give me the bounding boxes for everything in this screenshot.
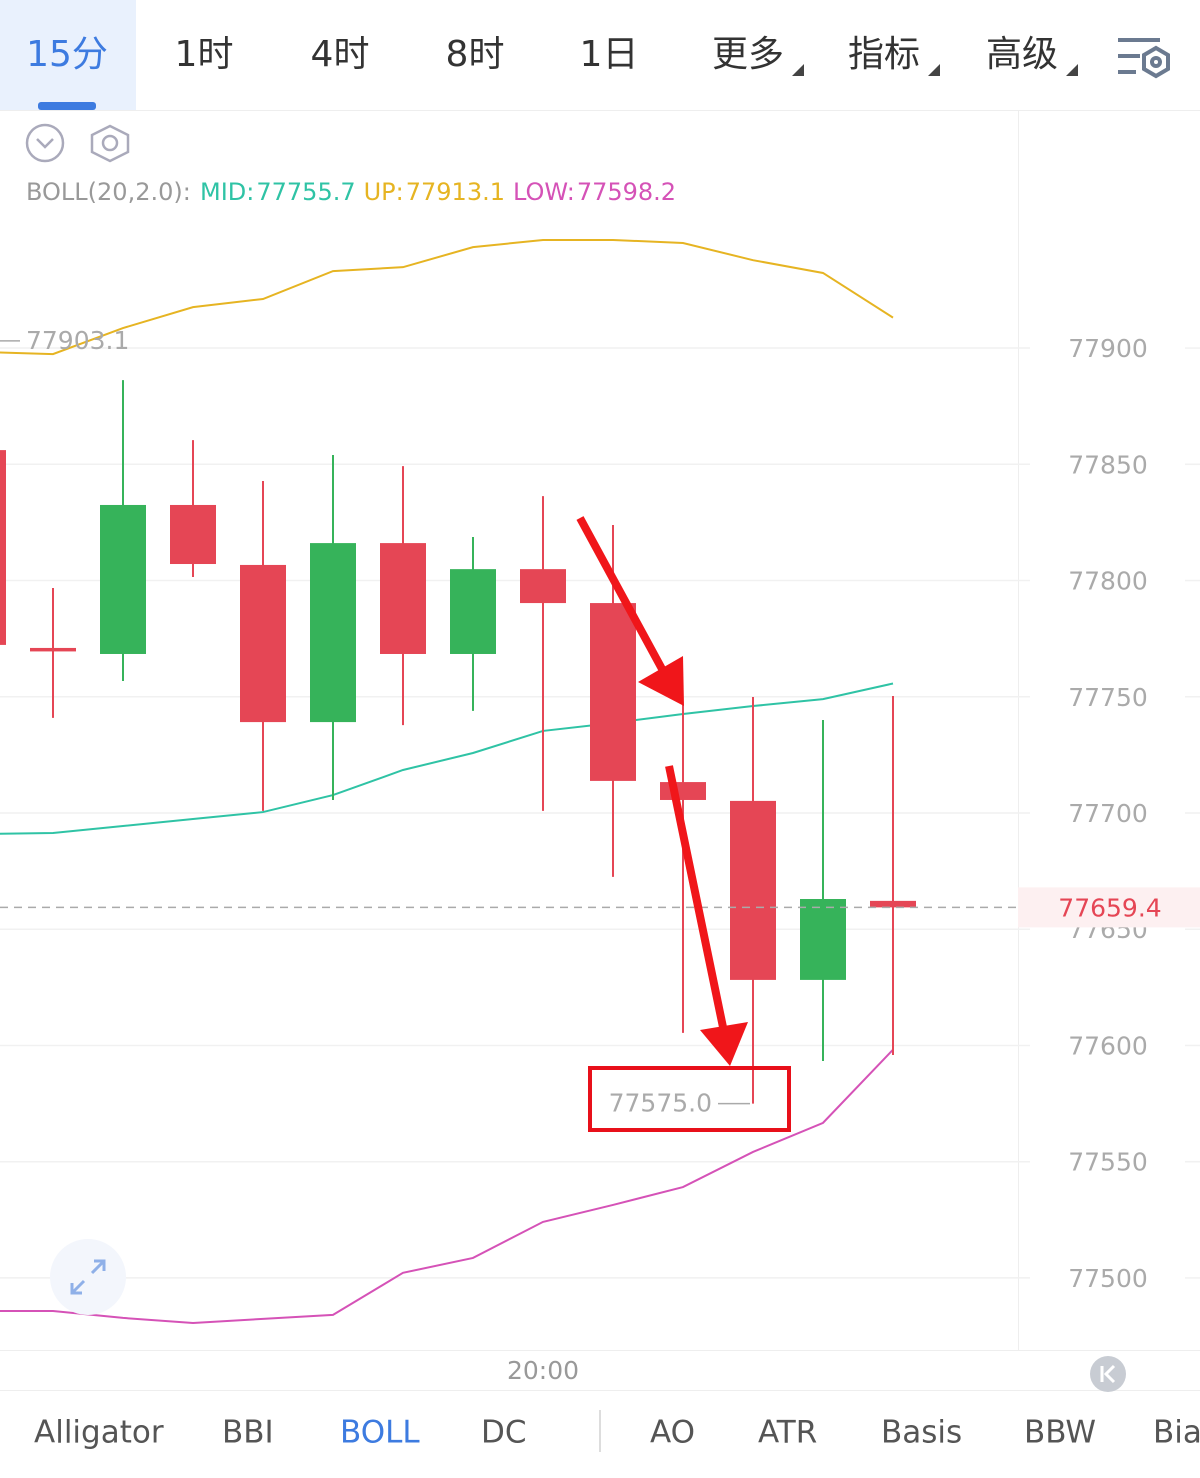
dropdown-marker [792, 64, 804, 76]
active-tab-bg [0, 0, 136, 110]
y-tick-label: 77500 [1068, 1264, 1148, 1293]
price-label: 77659.4 [1058, 893, 1161, 922]
band-line [0, 1048, 894, 1325]
dropdown-marker [928, 64, 940, 76]
tab[interactable]: 指标 [848, 34, 920, 75]
y-tick-label: 77800 [1068, 567, 1148, 596]
legend-value: 77913.1 [406, 178, 505, 206]
legend-value: 77598.2 [577, 178, 676, 206]
tab[interactable]: 15分 [26, 34, 108, 75]
indicator-tab[interactable]: BBI [222, 1415, 274, 1451]
y-tick-label: 77750 [1068, 683, 1148, 712]
indicator-label: BOLL(20,2.0): [26, 178, 191, 206]
candle-body [380, 543, 426, 654]
candle-body [800, 899, 846, 980]
indicator-tab[interactable]: BBW [1024, 1415, 1096, 1451]
indicator-tab[interactable]: Basis [881, 1415, 962, 1451]
indicator-tab[interactable]: AO [650, 1415, 695, 1451]
y-tick-label: 77700 [1068, 799, 1148, 828]
expand-button[interactable] [50, 1239, 126, 1315]
tab[interactable]: 8时 [446, 34, 505, 75]
indicator-tab[interactable]: DC [481, 1415, 527, 1451]
collapse-icon[interactable] [25, 123, 65, 163]
tab[interactable]: 4时 [311, 34, 370, 75]
x-tick-label: 20:00 [507, 1356, 579, 1385]
candle-body [100, 504, 146, 654]
legend-value: 77755.7 [256, 178, 355, 206]
tab[interactable]: 高级 [986, 34, 1058, 75]
legend-name: UP: [364, 178, 404, 206]
candle-body [310, 543, 356, 723]
dropdown-marker [1066, 64, 1078, 76]
annotation: 77575.0 [609, 1089, 712, 1118]
tab[interactable]: 更多 [712, 34, 784, 75]
y-tick-label: 77600 [1068, 1031, 1148, 1060]
legend: MID: 77755.7 UP: 77913.1 LOW: 77598.2 [200, 178, 676, 206]
candle-body [450, 569, 496, 654]
candle-body [590, 603, 636, 781]
indicator-tab[interactable]: Bias [1153, 1415, 1200, 1451]
y-tick-label: 77850 [1068, 450, 1148, 479]
scroll-to-latest[interactable] [1090, 1356, 1126, 1392]
legend-name: MID: [200, 178, 254, 206]
highlight-box [588, 1066, 791, 1132]
y-tick-label: 77550 [1068, 1148, 1148, 1177]
candle-body [520, 569, 566, 604]
indicator-tab[interactable]: Alligator [34, 1415, 164, 1451]
y-tick-label: 77900 [1068, 334, 1148, 363]
active-tab-indicator [38, 102, 96, 110]
candle-body [660, 782, 706, 800]
price-tag [1018, 887, 1200, 928]
candle-body [0, 450, 6, 645]
indicator-tab[interactable]: ATR [758, 1415, 817, 1451]
tab[interactable]: 1时 [175, 34, 234, 75]
candle-body [30, 647, 76, 652]
plot: 7750077550776007765077700777507780077850… [0, 238, 1200, 1385]
arrow [576, 516, 748, 1066]
chart-settings-icon[interactable] [90, 124, 130, 163]
candle-body [240, 564, 286, 723]
band-line [0, 682, 894, 835]
settings-icon[interactable] [1118, 38, 1170, 79]
indicator-tab[interactable]: BOLL [340, 1415, 420, 1451]
legend-name: LOW: [513, 178, 575, 206]
band-line [0, 238, 894, 356]
candle-body [870, 900, 916, 908]
annotation: 77903.1 [26, 326, 129, 355]
tab[interactable]: 1日 [580, 34, 639, 75]
candle-body [730, 800, 776, 980]
candle-body [170, 504, 216, 565]
